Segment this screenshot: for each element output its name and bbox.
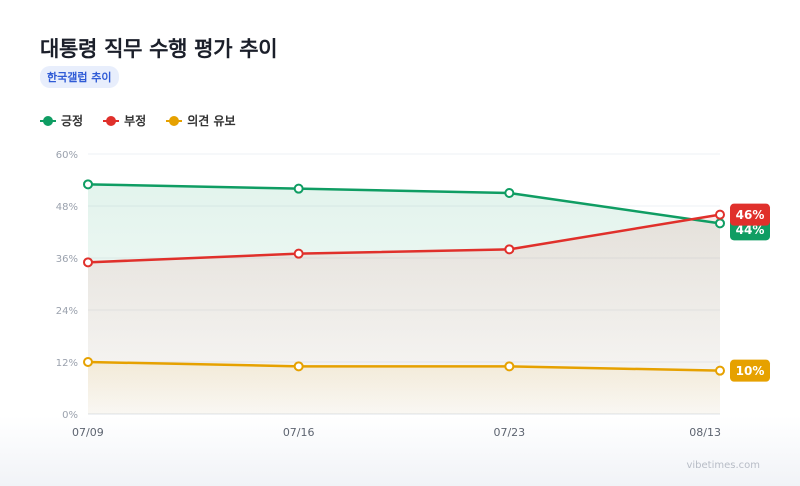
- legend-swatch-negative: [103, 115, 120, 126]
- bottom-fade: [0, 416, 800, 486]
- x-tick-label: 07/23: [493, 426, 525, 439]
- end-label: 10%: [730, 359, 770, 382]
- y-tick-label: 36%: [56, 254, 78, 265]
- legend-swatch-positive: [40, 115, 56, 126]
- data-point: [83, 257, 93, 268]
- y-tick-label: 48%: [56, 202, 78, 213]
- series-line: [87, 183, 721, 225]
- y-tick-label: 12%: [56, 358, 78, 369]
- legend: 긍정 부정 의견 유보: [40, 112, 236, 129]
- data-point: [83, 357, 93, 367]
- series-area: [88, 362, 720, 414]
- end-label-text: 46%: [736, 208, 765, 222]
- legend-label-positive: 긍정: [61, 114, 84, 128]
- end-label-text: 44%: [736, 223, 765, 237]
- legend-item-positive[interactable]: 긍정: [40, 112, 83, 129]
- data-point: [293, 248, 304, 259]
- data-point: [715, 209, 725, 220]
- series-line: [87, 213, 721, 264]
- x-tick-label: 08/13: [689, 426, 721, 439]
- subtitle-badge: 한국갤럽 추이: [40, 66, 119, 88]
- data-point: [83, 179, 93, 190]
- data-point: [504, 361, 515, 372]
- end-label-box: [730, 203, 770, 226]
- data-point: [715, 218, 725, 229]
- data-point: [715, 365, 725, 376]
- chart-title: 대통령 직무 수행 평가 추이: [40, 37, 278, 61]
- legend-item-negative[interactable]: 부정: [103, 112, 146, 129]
- watermark: vibetimes.com: [686, 460, 760, 471]
- y-tick-label: 24%: [56, 306, 78, 317]
- y-tick-label: 60%: [56, 150, 78, 161]
- end-label-box: [730, 359, 770, 382]
- data-point: [504, 244, 515, 255]
- x-tick-label: 07/16: [283, 426, 315, 439]
- end-label: 46%: [730, 203, 770, 226]
- legend-item-undecided[interactable]: 의견 유보: [166, 112, 236, 129]
- x-tick-label: 07/09: [72, 426, 104, 439]
- data-point: [293, 183, 304, 194]
- legend-label-undecided: 의견 유보: [187, 114, 236, 128]
- data-point: [293, 361, 304, 372]
- y-tick-label: 0%: [62, 410, 78, 421]
- data-point: [504, 188, 515, 198]
- legend-swatch-undecided: [166, 115, 183, 126]
- end-label-text: 10%: [736, 364, 765, 378]
- series-line: [87, 360, 721, 372]
- legend-label-negative: 부정: [124, 114, 147, 128]
